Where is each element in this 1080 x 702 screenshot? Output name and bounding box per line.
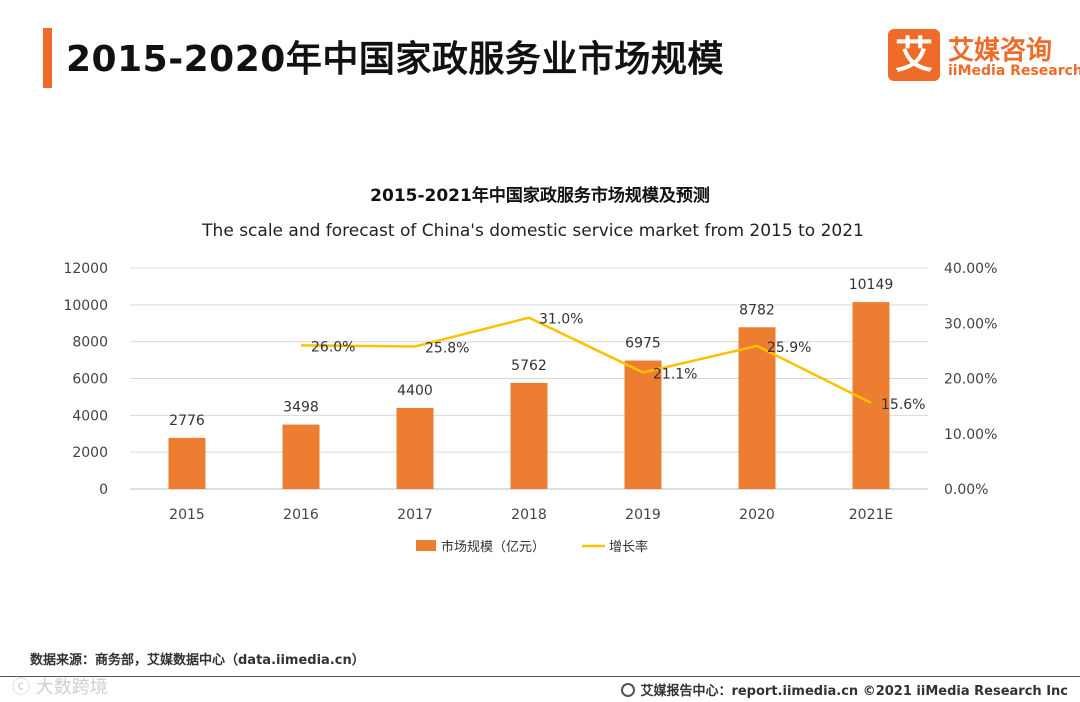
chart-subtitle: The scale and forecast of China's domest…: [201, 221, 864, 241]
y2-tick-label: 10.00%: [944, 427, 997, 443]
bar: [396, 407, 434, 489]
logo-name-cn: 艾媒咨询: [948, 36, 1053, 66]
bar-value-label: 5762: [511, 358, 547, 374]
market-scale-chart: 2015-2021年中国家政服务市场规模及预测 The scale and fo…: [63, 185, 997, 555]
title-accent-bar: [43, 28, 52, 88]
axes: 0 2000 4000 6000 8000 10000 12000 0.00% 10.00% 20…: [63, 261, 997, 523]
bar-value-label: 8782: [739, 302, 775, 318]
x-tick-label: 2019: [625, 507, 661, 523]
iimedia-logo: 艾 艾媒咨询 iiMedia Research: [888, 29, 1080, 84]
y-tick-label: 2000: [72, 445, 108, 461]
y2-tick-label: 30.00%: [944, 316, 997, 332]
bar: [168, 437, 206, 489]
line-value-label: 31.0%: [539, 312, 583, 328]
y2-tick-label: 40.00%: [944, 261, 997, 277]
logo-name-en: iiMedia Research: [948, 63, 1080, 79]
legend-bar-label: 市场规模（亿元）: [441, 539, 545, 555]
watermark: ⓒ 大数跨境: [12, 677, 108, 698]
page-title: 2015-2020年中国家政服务业市场规模: [66, 39, 724, 80]
line-value-label: 25.8%: [425, 340, 469, 356]
legend-bar-swatch: [416, 540, 436, 551]
chart-title: 2015-2021年中国家政服务市场规模及预测: [370, 185, 710, 206]
bar-series: [168, 302, 890, 489]
data-source: 数据来源：商务部，艾媒数据中心（data.iimedia.cn）: [30, 653, 365, 668]
y-tick-label: 0: [99, 482, 108, 498]
y2-tick-label: 20.00%: [944, 372, 997, 388]
x-tick-label: 2016: [283, 507, 319, 523]
line-value-label: 21.1%: [653, 366, 697, 382]
globe-icon: [621, 683, 636, 697]
bar: [738, 327, 776, 489]
legend-line-label: 增长率: [609, 539, 648, 555]
x-tick-label: 2020: [739, 507, 775, 523]
bar: [282, 424, 320, 489]
x-tick-label: 2015: [169, 507, 205, 523]
footer-divider: [0, 676, 1080, 677]
bar-value-label: 3498: [283, 400, 319, 416]
data-labels: 2776 3498 4400 5762 6975 8782 10149 26.0% 25.8% 3…: [169, 277, 925, 429]
line-value-label: 25.9%: [767, 340, 811, 356]
x-tick-label: 2021E: [849, 507, 893, 523]
bar-value-label: 10149: [849, 277, 894, 293]
line-value-label: 26.0%: [311, 339, 355, 355]
bar: [624, 360, 662, 489]
growth-rate-line: [300, 316, 872, 404]
y-tick-label: 4000: [72, 408, 108, 424]
y-tick-label: 10000: [63, 298, 108, 314]
line-series: [300, 316, 872, 404]
legend: 市场规模（亿元） 增长率: [416, 539, 648, 555]
footer-text: 艾媒报告中心：report.iimedia.cn ©2021 iiMedia R…: [640, 684, 1068, 699]
x-tick-label: 2018: [511, 507, 547, 523]
bar-value-label: 6975: [625, 336, 661, 352]
bar: [510, 382, 548, 489]
bar-value-label: 2776: [169, 413, 205, 429]
y-tick-label: 6000: [72, 372, 108, 388]
footer: 艾媒报告中心：report.iimedia.cn ©2021 iiMedia R…: [621, 680, 1068, 699]
logo-mark-icon: 艾: [888, 29, 940, 81]
y-tick-label: 12000: [63, 261, 108, 277]
y-tick-label: 8000: [72, 335, 108, 351]
bar-value-label: 4400: [397, 383, 433, 399]
line-value-label: 15.6%: [881, 397, 925, 413]
x-tick-label: 2017: [397, 507, 433, 523]
y2-tick-label: 0.00%: [944, 482, 988, 498]
